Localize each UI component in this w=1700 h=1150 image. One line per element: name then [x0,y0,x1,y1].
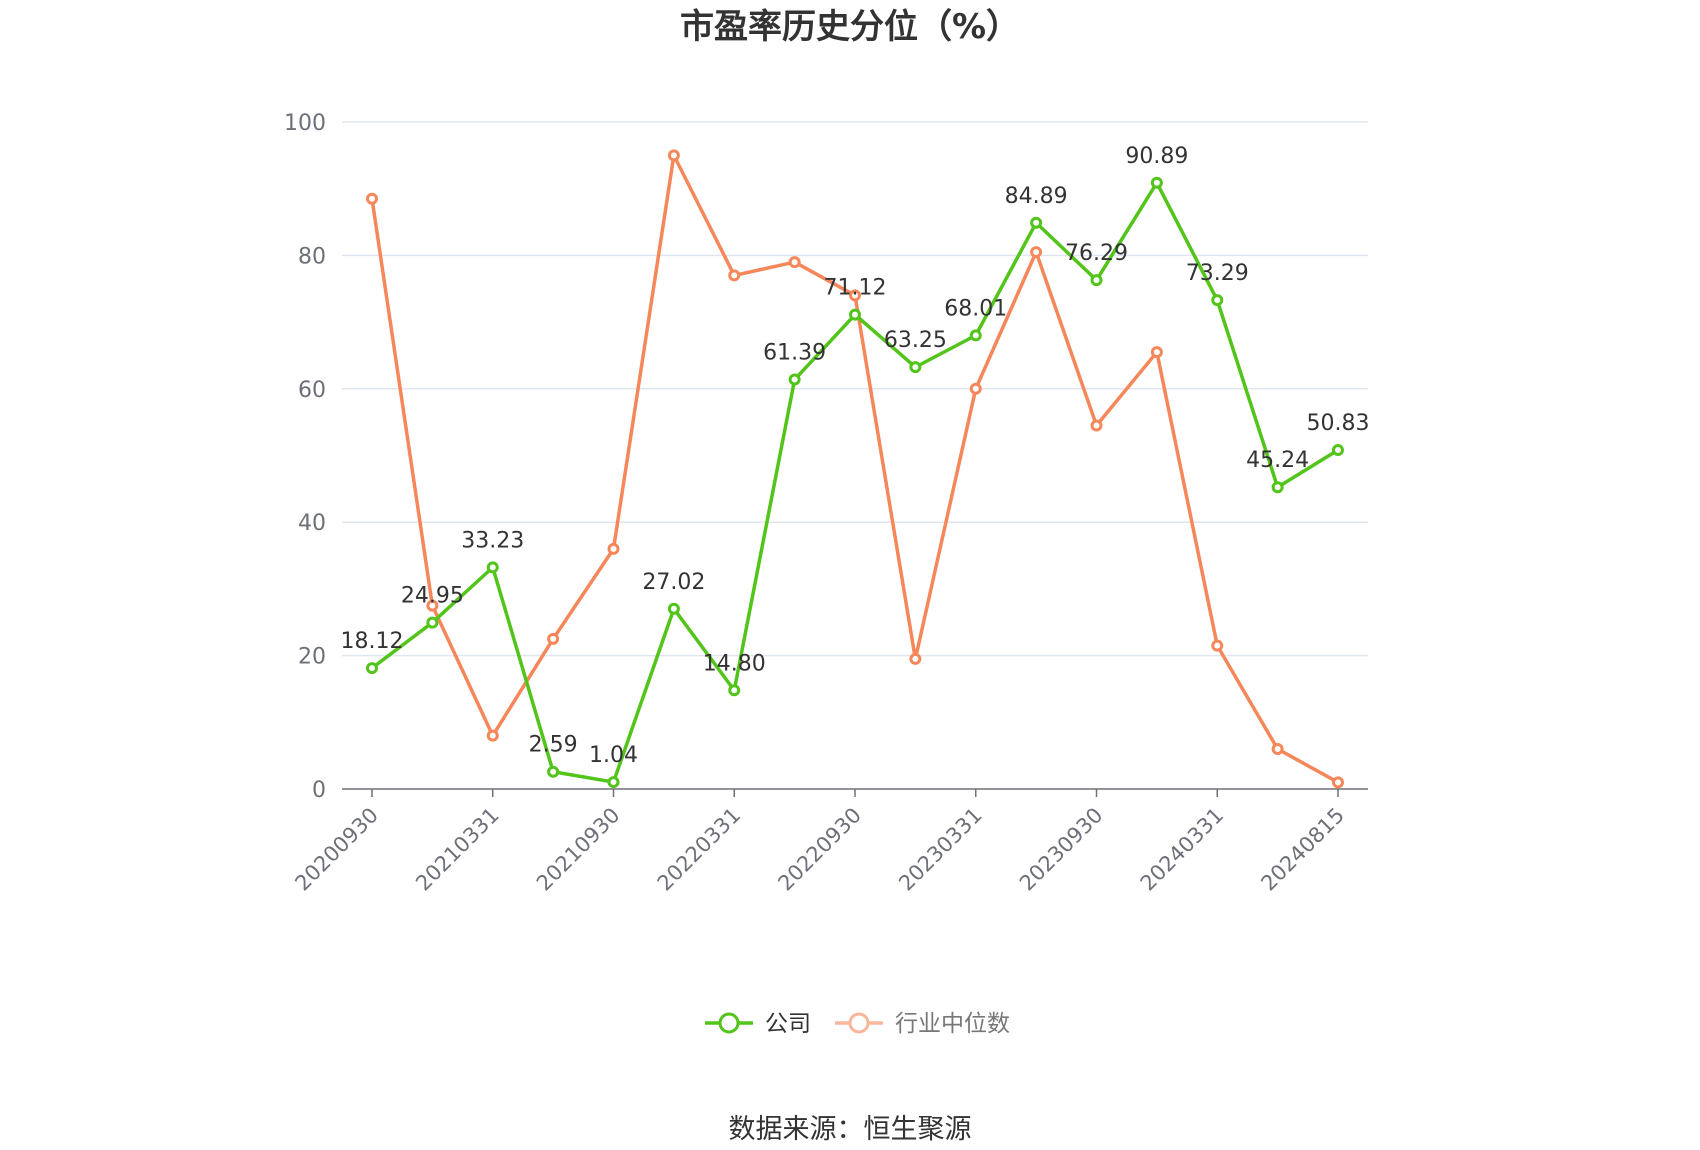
series-layer [366,149,1344,789]
data-label: 84.89 [1005,184,1068,209]
data-point [607,542,620,555]
data-point [1090,419,1103,432]
y-tick-label: 0 [312,778,326,803]
data-point [1150,176,1163,189]
legend: 公司 行业中位数 [705,1011,1010,1037]
data-point [1211,294,1224,307]
legend-marker-0 [718,1012,740,1034]
data-point [366,662,378,675]
y-tick-label: 100 [284,111,326,136]
data-point [1271,481,1284,494]
x-tick-label: 20210930 [532,803,625,896]
data-label: 1.04 [589,743,638,768]
data-point [1090,274,1103,287]
x-tick-label: 20230331 [894,803,987,896]
x-tick-label: 20210331 [411,803,504,896]
data-point [1030,246,1043,259]
data-label: 24.95 [401,584,464,609]
axes: 0 20 40 60 80 100 20200930 20210331 20210930 2022… [284,111,1368,896]
x-tick-label: 20200930 [290,803,383,896]
data-label: 18.12 [341,629,404,654]
data-label: 76.29 [1065,241,1128,266]
x-tick-label: 20240815 [1256,803,1349,896]
data-label: 14.80 [703,651,766,676]
data-label: 33.23 [461,528,524,553]
data-point [426,616,439,629]
data-point [909,652,922,665]
data-point [1332,776,1344,789]
data-point [607,776,620,789]
data-point [1211,639,1224,652]
data-label: 71.12 [824,276,887,301]
y-tick-label: 80 [298,244,326,269]
data-point [1150,346,1163,359]
data-label: 68.01 [944,296,1007,321]
data-point [728,269,741,282]
data-point [486,561,499,574]
data-label: 63.25 [884,328,947,353]
y-tick-label: 20 [298,645,326,670]
legend-label-0: 公司 [765,1011,811,1037]
grid-lines [342,121,1368,657]
data-point [1332,443,1344,456]
legend-marker-1 [848,1012,870,1034]
data-point [547,765,560,778]
data-point [728,684,741,697]
data-point [486,729,499,742]
data-point [849,308,861,321]
data-label: 50.83 [1307,411,1370,436]
data-point [849,289,861,302]
data-label: 61.39 [763,341,826,366]
data-label: 73.29 [1186,261,1249,286]
data-point [426,599,439,612]
x-tick-label: 20220930 [773,803,866,896]
data-point [909,361,922,374]
source-text: 数据来源：恒生聚源 [729,1114,972,1145]
data-label: 27.02 [642,570,705,595]
data-label: 45.24 [1246,448,1309,473]
y-tick-label: 40 [298,511,326,536]
data-label: 90.89 [1125,144,1188,169]
data-point [969,382,982,395]
data-point [969,329,982,342]
data-point [1271,742,1284,755]
data-point [667,602,680,615]
data-point [547,632,560,645]
legend-label-1: 行业中位数 [895,1011,1010,1037]
data-point [1030,216,1043,229]
x-tick-label: 20220331 [653,803,746,896]
chart-title: 市盈率历史分位（%） [680,7,1020,47]
data-labels: 18.12 24.95 33.23 2.59 1.04 27.02 14.80 61.39 71… [341,144,1370,768]
data-label: 2.59 [529,733,578,758]
data-point [667,149,680,162]
data-point [788,373,801,386]
data-point [366,192,378,205]
x-tick-label: 20230930 [1015,803,1108,896]
y-tick-label: 60 [298,378,326,403]
x-tick-label: 20240331 [1136,803,1229,896]
data-point [788,256,801,269]
